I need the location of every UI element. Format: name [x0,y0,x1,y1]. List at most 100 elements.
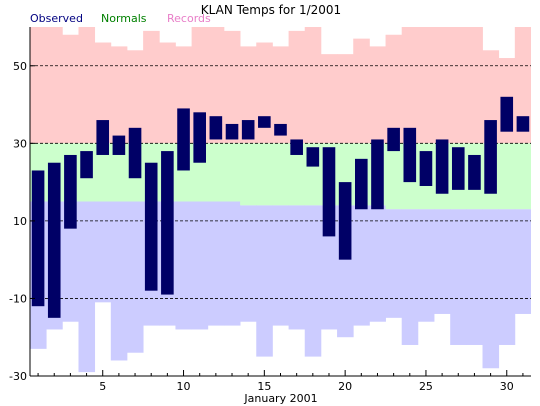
normal-band-day-13 [223,143,241,202]
record-low-band-day-14 [240,205,257,322]
x-axis-label: January 2001 [243,392,317,405]
observed-bars [31,96,530,318]
observed-bar-day-5 [96,120,110,155]
record-low-band-day-24 [401,209,419,345]
observed-bar-day-12 [209,116,223,140]
record-high-band-day-7 [126,50,144,144]
observed-bar-day-23 [387,127,400,152]
record-high-band-day-26 [434,27,451,144]
record-high-band-day-22 [369,46,386,144]
record-high-band-day-6 [110,46,128,144]
record-high-band-day-3 [62,34,79,144]
x-tick-label-25: 25 [419,380,433,393]
y-tick-label--10: -10 [9,292,27,305]
record-low-band-day-4 [78,201,96,373]
record-high-band-day-19 [320,54,338,144]
x-tick-label-20: 20 [338,380,352,393]
record-high-band-day-15 [256,42,273,144]
record-high-band-day-13 [223,30,241,144]
observed-bar-day-17 [290,139,303,155]
record-low-band-day-25 [417,209,435,322]
observed-bar-day-22 [371,139,384,210]
observed-bar-day-29 [484,120,497,194]
observed-bar-day-2 [47,162,61,318]
record-low-band-day-10 [175,201,193,330]
normal-band-day-12 [207,143,225,202]
record-high-band-day-8 [143,30,160,144]
record-low-band-day-26 [434,209,451,314]
record-low-band-day-28 [466,209,483,345]
record-high-band-day-25 [417,27,435,144]
observed-bar-day-1 [31,170,45,307]
normal-band-day-14 [240,143,257,206]
record-low-band-day-16 [272,205,289,326]
record-high-band-day-21 [353,38,370,144]
tick-labels: -30 -10 10 30 50 5 10 15 20 25 30 [9,60,514,393]
chart-title: KLAN Temps for 1/2001 [201,3,341,17]
observed-bar-day-27 [451,147,465,190]
observed-bar-day-11 [193,112,206,163]
record-low-band-day-11 [191,201,209,330]
record-high-band-day-2 [46,27,63,144]
normal-band-day-16 [272,143,289,206]
record-high-band-day-5 [94,42,112,144]
record-high-band-day-18 [304,27,322,144]
record-low-band-day-21 [353,205,370,326]
record-low-band-day-27 [450,209,467,345]
observed-bar-day-13 [225,123,239,140]
observed-bar-day-14 [241,120,255,140]
observed-bar-day-3 [64,154,77,229]
observed-bar-day-16 [274,123,287,136]
observed-bar-day-25 [419,151,433,186]
legend-records: Records [167,12,211,25]
observed-bar-day-26 [435,139,449,194]
legend-observed: Observed [30,12,83,25]
record-low-band-day-17 [288,205,306,330]
record-low-band-day-12 [207,201,225,326]
record-high-band-day-27 [450,27,467,144]
record-low-band-day-15 [256,205,273,357]
y-tick-label--30: -30 [9,370,27,383]
observed-bar-day-4 [80,151,93,179]
record-high-band-day-31 [514,27,531,144]
observed-bar-day-18 [306,147,320,167]
record-high-band-day-23 [385,34,403,144]
record-high-band-day-12 [207,27,225,144]
normal-band-day-15 [256,143,273,206]
record-high-band-day-14 [240,46,257,144]
record-low-band-day-13 [223,201,241,326]
record-high-band-day-17 [288,30,306,144]
record-low-band-day-18 [304,205,322,357]
normal-band-day-30 [498,143,516,210]
record-low-band-day-31 [514,209,531,314]
normal-band-day-5 [94,143,112,202]
x-tick-label-10: 10 [177,380,191,393]
record-low-band-day-5 [94,201,112,303]
record-low-band-day-6 [110,201,128,361]
record-high-band-day-16 [272,46,289,144]
observed-bar-day-30 [500,96,514,132]
record-high-band-day-1 [30,27,47,144]
observed-bar-day-28 [468,154,481,190]
observed-bar-day-9 [161,151,174,295]
observed-bar-day-20 [338,182,352,260]
observed-bar-day-10 [177,108,190,171]
observed-bar-day-6 [112,135,126,155]
y-tick-label-50: 50 [13,60,27,73]
observed-bar-day-31 [516,116,530,132]
axes [29,27,531,377]
record-low-band-day-30 [498,209,516,345]
observed-bar-day-7 [128,127,142,179]
x-tick-label-5: 5 [99,380,106,393]
normal-band-day-23 [385,143,403,210]
observed-bar-day-24 [403,127,417,183]
record-low-band-day-29 [482,209,500,369]
observed-bar-day-15 [258,116,271,128]
record-low-band-day-22 [369,205,386,322]
record-low-band-day-3 [62,201,79,322]
record-high-band-day-20 [337,54,354,144]
observed-bar-day-21 [355,158,368,210]
record-low-band-day-23 [385,209,403,318]
record-high-band-day-9 [159,42,176,144]
